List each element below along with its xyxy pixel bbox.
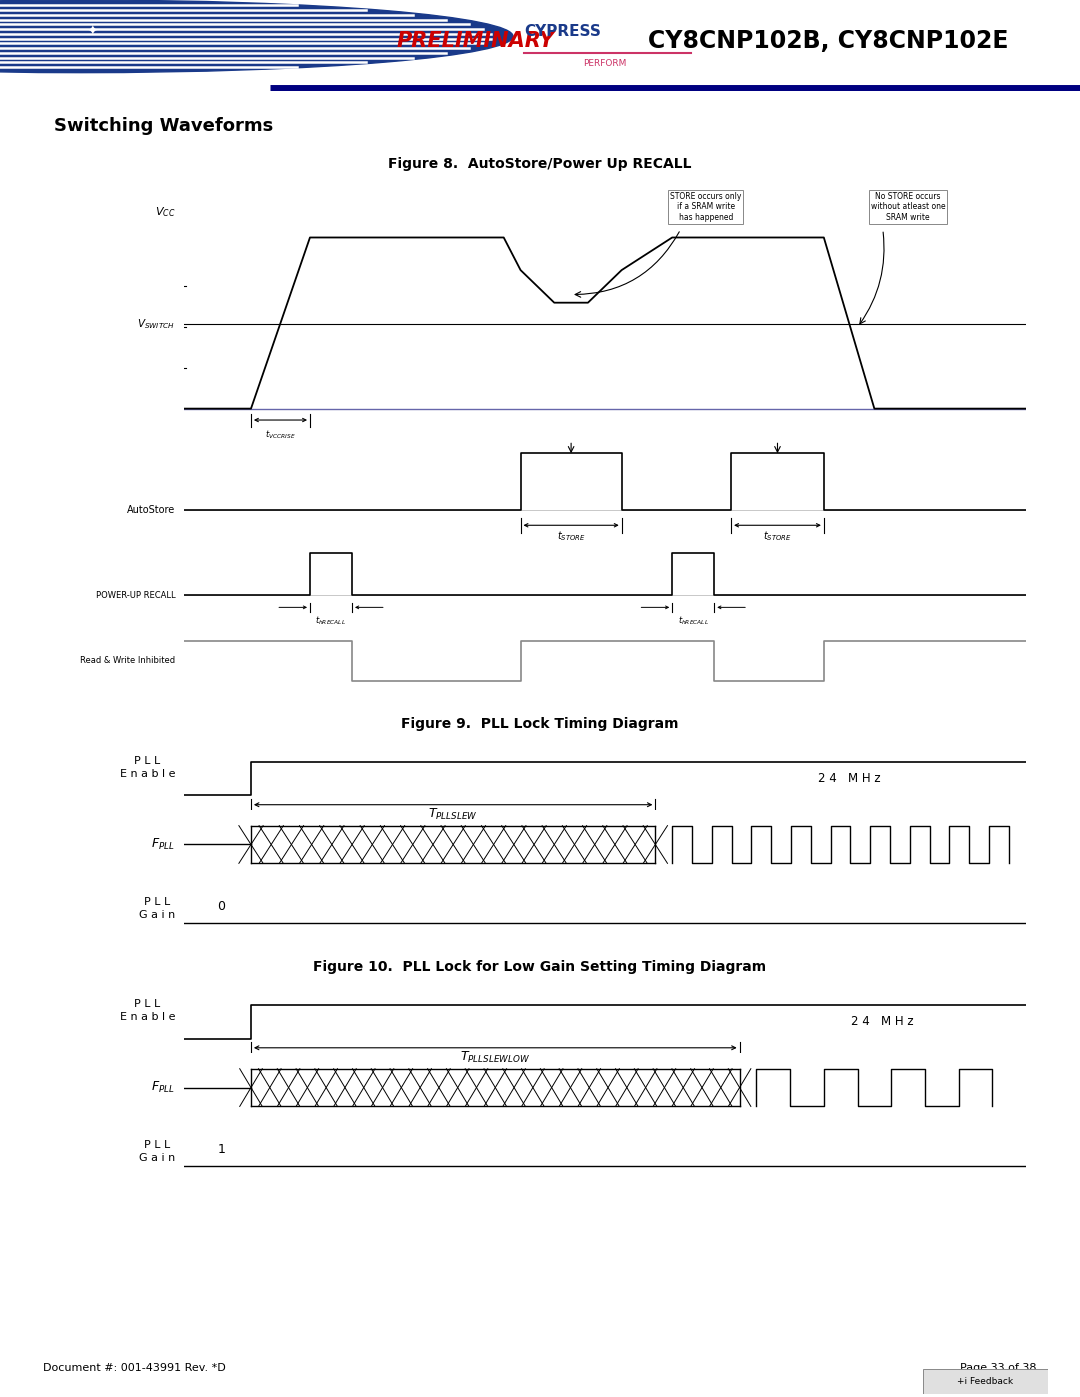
FancyBboxPatch shape [923, 1369, 1048, 1394]
Text: Figure 9.  PLL Lock Timing Diagram: Figure 9. PLL Lock Timing Diagram [402, 717, 678, 731]
Text: Switching Waveforms: Switching Waveforms [54, 117, 273, 134]
Text: 2 4   M H z: 2 4 M H z [851, 1016, 914, 1028]
Text: ✦: ✦ [86, 25, 97, 39]
Text: P L L
G a i n: P L L G a i n [139, 1140, 175, 1164]
Text: PERFORM: PERFORM [583, 59, 626, 68]
Text: $V_{CC}$: $V_{CC}$ [154, 205, 175, 219]
Text: 1: 1 [217, 1143, 225, 1155]
Text: $F_{PLL}$: $F_{PLL}$ [151, 1080, 175, 1095]
Text: 0: 0 [217, 900, 226, 912]
Text: P L L
E n a b l e: P L L E n a b l e [120, 999, 175, 1023]
Text: $t_{VCCRISE}$: $t_{VCCRISE}$ [265, 429, 296, 440]
Text: CY8CNP102B, CY8CNP102E: CY8CNP102B, CY8CNP102E [648, 29, 1009, 53]
Text: STORE occurs only
if a SRAM write
has happened: STORE occurs only if a SRAM write has ha… [671, 191, 742, 222]
Text: AutoStore: AutoStore [127, 504, 175, 514]
Text: Figure 8.  AutoStore/Power Up RECALL: Figure 8. AutoStore/Power Up RECALL [388, 156, 692, 172]
Circle shape [0, 0, 513, 73]
Text: No STORE occurs
without atleast one
SRAM write: No STORE occurs without atleast one SRAM… [870, 191, 945, 222]
Text: PRELIMINARY: PRELIMINARY [396, 31, 554, 50]
Text: $V_{SWITCH}$: $V_{SWITCH}$ [137, 317, 175, 331]
Text: P L L
E n a b l e: P L L E n a b l e [120, 756, 175, 780]
Text: CYPRESS: CYPRESS [524, 24, 600, 39]
Text: $t_{hRECALL}$: $t_{hRECALL}$ [678, 615, 708, 627]
Text: $t_{STORE}$: $t_{STORE}$ [557, 529, 585, 543]
Text: $T_{PLLSLEW LOW}$: $T_{PLLSLEW LOW}$ [460, 1051, 530, 1066]
Text: $t_{hRECALL}$: $t_{hRECALL}$ [315, 615, 347, 627]
Text: $t_{STORE}$: $t_{STORE}$ [764, 529, 792, 543]
Text: POWER-UP RECALL: POWER-UP RECALL [95, 591, 175, 599]
Text: Figure 10.  PLL Lock for Low Gain Setting Timing Diagram: Figure 10. PLL Lock for Low Gain Setting… [313, 960, 767, 974]
Text: Page 33 of 38: Page 33 of 38 [960, 1362, 1037, 1373]
Text: +i Feedback: +i Feedback [958, 1377, 1013, 1386]
Text: P L L
G a i n: P L L G a i n [139, 897, 175, 921]
Text: Document #: 001-43991 Rev. *D: Document #: 001-43991 Rev. *D [43, 1362, 226, 1373]
Text: 2 4   M H z: 2 4 M H z [818, 773, 880, 785]
Text: $F_{PLL}$: $F_{PLL}$ [151, 837, 175, 852]
Text: Read & Write Inhibited: Read & Write Inhibited [80, 657, 175, 665]
Text: $T_{PLLSLEW}$: $T_{PLLSLEW}$ [429, 807, 478, 823]
